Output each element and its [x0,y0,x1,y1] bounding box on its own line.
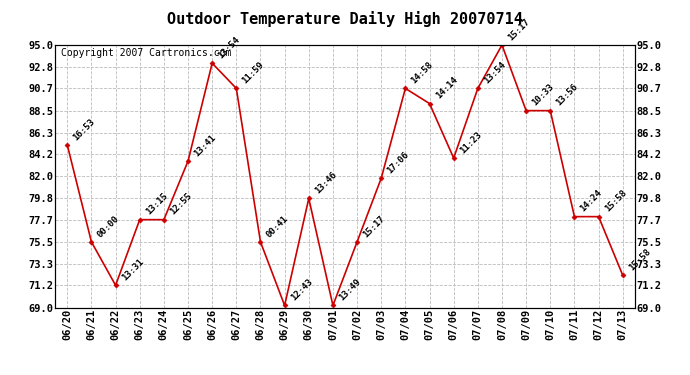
Text: 13:46: 13:46 [313,170,338,196]
Text: 14:24: 14:24 [579,189,604,214]
Text: 11:23: 11:23 [458,130,483,155]
Text: 15:17: 15:17 [362,214,386,239]
Text: 13:56: 13:56 [555,82,580,108]
Text: 13:41: 13:41 [193,133,217,158]
Text: Outdoor Temperature Daily High 20070714: Outdoor Temperature Daily High 20070714 [167,11,523,27]
Text: 13:15: 13:15 [144,192,169,217]
Text: 15:58: 15:58 [603,189,628,214]
Text: 15:58: 15:58 [627,247,652,272]
Text: 12:55: 12:55 [168,192,193,217]
Text: 13:54: 13:54 [482,60,507,86]
Text: 14:14: 14:14 [434,75,459,101]
Text: 13:31: 13:31 [120,257,145,282]
Text: 13:54: 13:54 [217,35,241,60]
Text: 15:17: 15:17 [506,17,531,42]
Text: 17:06: 17:06 [386,150,411,176]
Text: 14:58: 14:58 [410,60,435,86]
Text: 10:33: 10:33 [531,82,555,108]
Text: Copyright 2007 Cartronics.com: Copyright 2007 Cartronics.com [61,48,231,58]
Text: 12:43: 12:43 [289,278,314,303]
Text: 00:00: 00:00 [96,214,121,239]
Text: 11:59: 11:59 [241,60,266,86]
Text: 16:53: 16:53 [72,117,97,142]
Text: 00:41: 00:41 [265,214,290,239]
Text: 13:49: 13:49 [337,278,362,303]
